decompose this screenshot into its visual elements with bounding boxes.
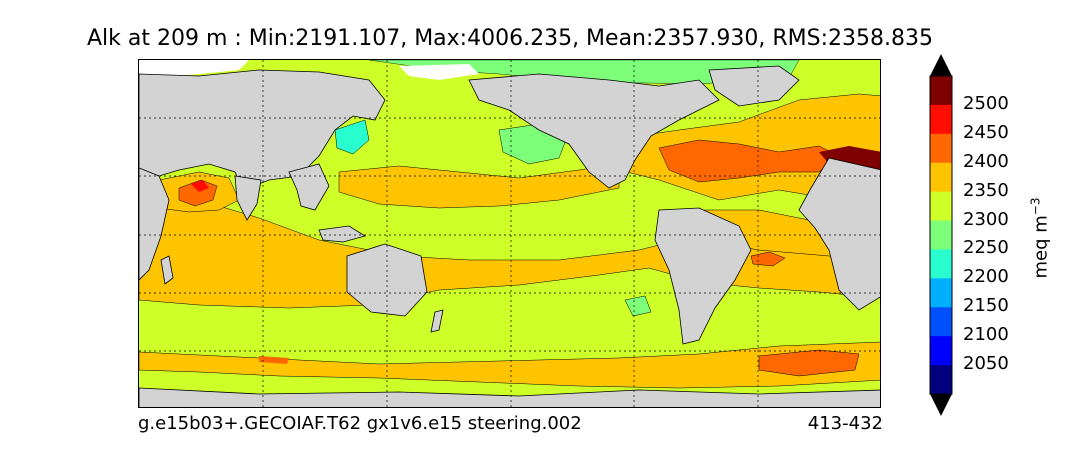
- colorbar-extend-high: [930, 54, 952, 76]
- south-atlantic-high-region: [750, 251, 786, 267]
- colorbar-tick-label: 2450: [963, 121, 1009, 143]
- japan-sea-cyan-region: [334, 119, 370, 155]
- greenland-landmass: [708, 65, 800, 107]
- south-pacific-green-patch: [624, 295, 652, 317]
- north-pacific-orange-band: [338, 163, 620, 209]
- arctic-white-ice-2: [399, 64, 479, 80]
- southern-ocean-orange-band: [139, 341, 880, 389]
- north-america-landmass: [468, 73, 720, 189]
- southern-ocean-high-region: [758, 349, 860, 377]
- colorbar-tick-label: 2300: [963, 208, 1009, 230]
- colorbar-tick-label: 2100: [963, 324, 1009, 346]
- colorbar-tick-label: 2250: [963, 237, 1009, 259]
- madagascar-landmass: [160, 255, 174, 285]
- colorbar-tick-label: 2400: [963, 150, 1009, 172]
- arctic-white-ice: [139, 60, 249, 76]
- eurasia-landmass: [139, 69, 386, 191]
- colorbar-unit-label: meq m−3: [1028, 197, 1052, 279]
- colorbar-tick-label: 2150: [963, 295, 1009, 317]
- colorbar-segment: [930, 336, 952, 366]
- colorbar-tick-label: 2350: [963, 179, 1009, 201]
- colorbar-segment: [930, 76, 952, 106]
- map-graticule: [139, 60, 880, 407]
- land-masses: [139, 65, 880, 407]
- run-id-caption: g.e15b03+.GECOIAF.T62 gx1v6.e15 steering…: [138, 413, 582, 434]
- alkalinity-map: [138, 59, 881, 408]
- colorbar-segment: [930, 104, 952, 135]
- colorbar-segment: [930, 191, 952, 222]
- africa-east-landmass: [798, 157, 880, 311]
- colorbar-frame: [929, 75, 953, 395]
- new-zealand-landmass: [430, 309, 444, 333]
- colorbar: [929, 54, 953, 416]
- india-landmass: [234, 175, 262, 221]
- antarctica-landmass: [139, 387, 880, 407]
- south-america-landmass: [654, 207, 752, 345]
- colorbar-segment: [930, 365, 952, 395]
- colorbar-segment: [930, 307, 952, 337]
- map-title: Alk at 209 m : Min:2191.107, Max:4006.23…: [86, 26, 933, 51]
- colorbar-segment: [930, 133, 952, 164]
- se-asia-landmass: [288, 163, 330, 211]
- colorbar-extend-low: [930, 394, 952, 416]
- colorbar-segment: [930, 220, 952, 250]
- south-indian-thin-high: [259, 356, 289, 364]
- red-sea-max-region: [191, 180, 209, 192]
- indonesia-islands: [318, 225, 366, 243]
- colorbar-tick-label: 2200: [963, 266, 1009, 288]
- year-range-caption: 413-432: [807, 413, 883, 434]
- colorbar-tick-label: 2500: [963, 92, 1009, 114]
- colorbar-segment: [930, 249, 952, 279]
- colorbar-tick-label: 2050: [963, 353, 1009, 375]
- colorbar-segment: [930, 162, 952, 193]
- colorbar-segment: [930, 278, 952, 308]
